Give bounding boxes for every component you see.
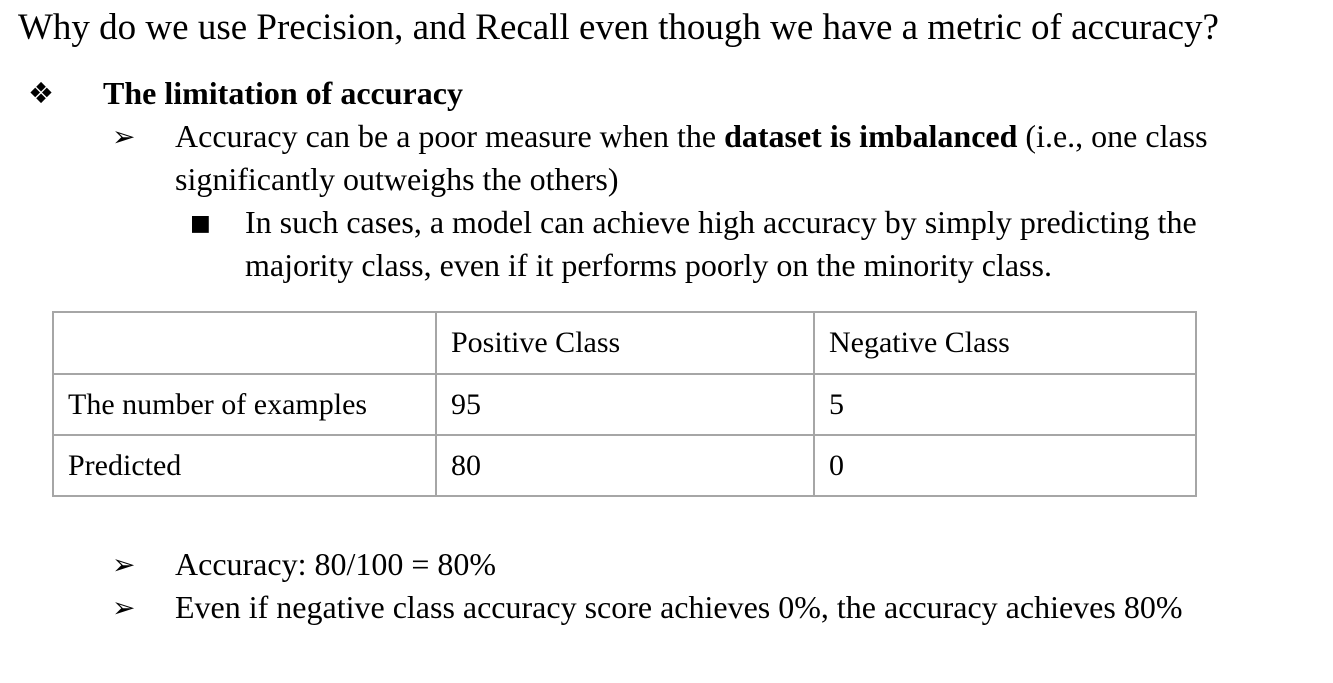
table-header-cell-negative: Negative Class [813, 311, 1197, 375]
list-item-limitation: ❖ The limitation of accuracy [0, 72, 1333, 115]
table-row-predicted: Predicted 80 0 [52, 434, 1197, 497]
arrow-bullet-icon: ➢ [112, 548, 136, 581]
table-cell-value: 0 [813, 434, 1197, 497]
list-item-negative-class-note: ➢ Even if negative class accuracy score … [0, 586, 1333, 629]
table-cell-value: 5 [813, 373, 1197, 436]
square-bullet-icon: ■ [190, 211, 211, 236]
imbalanced-text-before: Accuracy can be a poor measure when the [175, 118, 725, 154]
table-cell-value: 95 [435, 373, 815, 436]
list-item-imbalanced: ➢ Accuracy can be a poor measure when th… [0, 115, 1333, 201]
diamond-bullet-icon: ❖ [28, 76, 54, 110]
imbalanced-text-bold: dataset is imbalanced [724, 118, 1018, 154]
class-counts-table: Positive Class Negative Class The number… [52, 311, 1197, 497]
arrow-bullet-icon: ➢ [112, 120, 136, 153]
table-row-examples: The number of examples 95 5 [52, 373, 1197, 436]
imbalanced-text: Accuracy can be a poor measure when the … [175, 115, 1245, 201]
table-header-row: Positive Class Negative Class [52, 311, 1197, 375]
list-item-accuracy-calc: ➢ Accuracy: 80/100 = 80% [0, 543, 1333, 586]
table-header-cell-blank [52, 311, 437, 375]
conclusions-list: ➢ Accuracy: 80/100 = 80% ➢ Even if negat… [0, 543, 1333, 629]
page-title: Why do we use Precision, and Recall even… [18, 7, 1219, 48]
limitation-heading: The limitation of accuracy [103, 75, 463, 111]
arrow-bullet-icon: ➢ [112, 591, 136, 624]
list-item-majority: ■ In such cases, a model can achieve hig… [0, 201, 1333, 287]
table-cell-value: 80 [435, 434, 815, 497]
table-cell-row-label: Predicted [52, 434, 437, 497]
table-cell-row-label: The number of examples [52, 373, 437, 436]
imbalanced-text-after: (i.e., one class significantly outweighs… [175, 118, 1208, 197]
table-header-cell-positive: Positive Class [435, 311, 815, 375]
accuracy-calc-text: Accuracy: 80/100 = 80% [175, 546, 497, 582]
majority-text: In such cases, a model can achieve high … [245, 204, 1197, 283]
negative-class-note-text: Even if negative class accuracy score ac… [175, 589, 1183, 625]
